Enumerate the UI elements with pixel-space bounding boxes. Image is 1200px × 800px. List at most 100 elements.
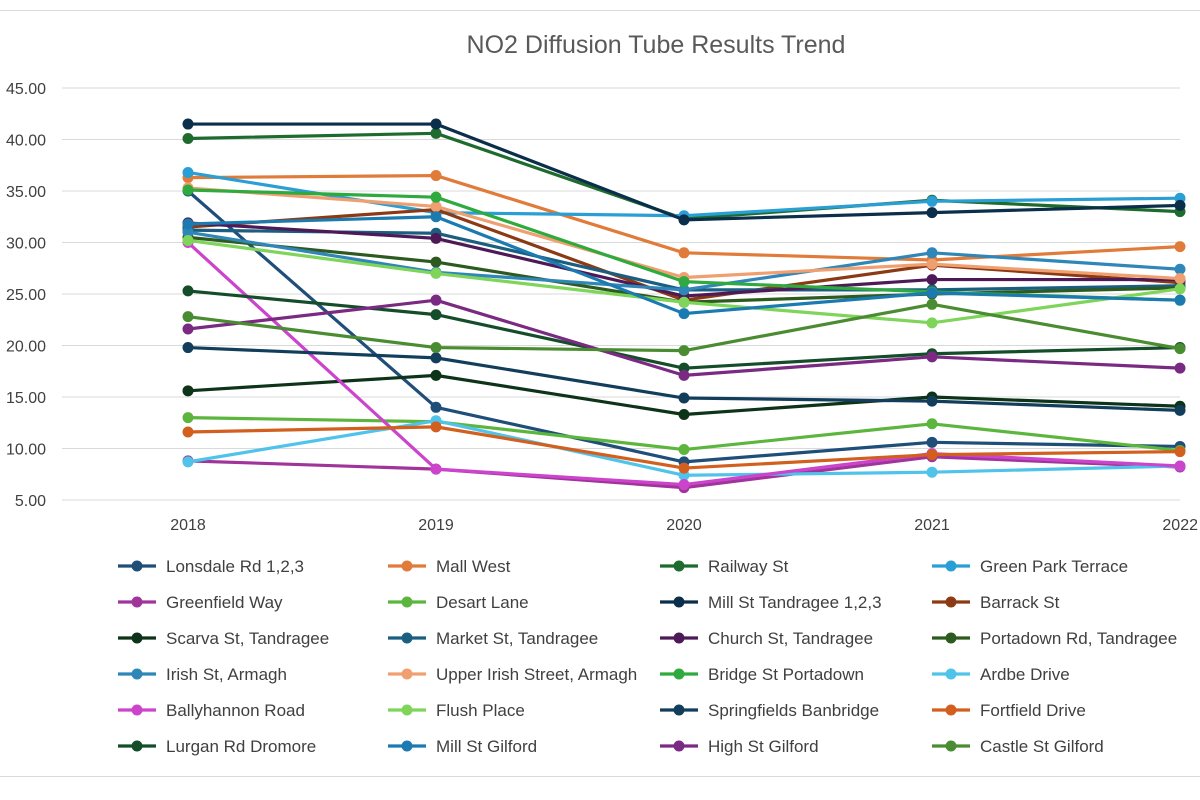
legend-marker [945, 740, 957, 752]
series-22 [182, 294, 1186, 381]
data-point [678, 392, 690, 404]
data-point [182, 218, 194, 230]
y-tick-label: 45.00 [6, 81, 46, 98]
x-tick-label: 2019 [418, 517, 454, 534]
data-point [678, 296, 690, 308]
data-point [430, 170, 442, 182]
legend-marker [945, 668, 957, 680]
legend-marker [673, 704, 685, 716]
data-point [182, 323, 194, 335]
data-point [1174, 263, 1186, 275]
data-point [1174, 241, 1186, 253]
data-point [678, 444, 690, 456]
data-point [430, 267, 442, 279]
legend-marker [945, 560, 957, 572]
y-tick-label: 30.00 [6, 236, 46, 253]
data-point [182, 184, 194, 196]
data-point [430, 232, 442, 244]
legend-label: Railway St [708, 557, 789, 576]
series-20 [182, 285, 1186, 374]
x-tick-label: 2020 [666, 517, 702, 534]
data-point [678, 247, 690, 259]
data-point [182, 456, 194, 468]
y-axis-tick-labels: 5.00 10.00 15.00 20.00 25.00 30.00 35.00 40.00 4… [6, 81, 46, 510]
legend-marker [131, 740, 143, 752]
legend-marker [131, 596, 143, 608]
data-point [678, 214, 690, 226]
legend-label: Portadown Rd, Tandragee [980, 629, 1177, 648]
legend-marker [131, 704, 143, 716]
series-23 [182, 298, 1186, 357]
legend-label: Lurgan Rd Dromore [166, 737, 316, 756]
data-point [430, 256, 442, 268]
data-point [1174, 404, 1186, 416]
legend-marker [401, 668, 413, 680]
legend-item: Market St, Tandragee [388, 629, 598, 648]
data-point [678, 409, 690, 421]
data-point [1174, 273, 1186, 285]
data-point [430, 352, 442, 364]
series-6 [182, 118, 1186, 226]
data-point [182, 426, 194, 438]
legend-label: Ardbe Drive [980, 665, 1070, 684]
legend-item: Railway St [660, 557, 789, 576]
legend-marker [673, 560, 685, 572]
legend-marker [945, 632, 957, 644]
legend-item: Lonsdale Rd 1,2,3 [118, 557, 304, 576]
data-point [182, 342, 194, 354]
data-point [926, 466, 938, 478]
data-point [678, 284, 690, 296]
data-point [182, 118, 194, 130]
legend-item: Ardbe Drive [932, 665, 1070, 684]
data-point [678, 479, 690, 491]
data-point [430, 191, 442, 203]
legend-marker [673, 596, 685, 608]
legend-item: Castle St Gilford [932, 737, 1104, 756]
legend-marker [673, 632, 685, 644]
data-point [182, 226, 194, 238]
data-point [678, 369, 690, 381]
y-tick-label: 15.00 [6, 390, 46, 407]
legend-label: Market St, Tandragee [436, 629, 598, 648]
legend-item: Springfields Banbridge [660, 701, 879, 720]
legend-item: Lurgan Rd Dromore [118, 737, 316, 756]
data-point [430, 200, 442, 212]
legend-label: Church St, Tandragee [708, 629, 873, 648]
data-point [182, 285, 194, 297]
legend-item: Portadown Rd, Tandragee [932, 629, 1177, 648]
series-lines [182, 118, 1186, 494]
y-tick-label: 35.00 [6, 184, 46, 201]
data-point [926, 436, 938, 448]
series-19 [182, 421, 1186, 474]
data-point [926, 287, 938, 299]
chart-title: NO2 Diffusion Tube Results Trend [467, 31, 846, 59]
legend-item: Barrack St [932, 593, 1060, 612]
legend-item: Fortfield Drive [932, 701, 1086, 720]
x-tick-label: 2021 [914, 517, 950, 534]
legend-label: Springfields Banbridge [708, 701, 879, 720]
legend-marker [945, 704, 957, 716]
data-point [182, 132, 194, 144]
legend-item: Ballyhannon Road [118, 701, 305, 720]
y-tick-label: 25.00 [6, 287, 46, 304]
y-tick-label: 10.00 [6, 442, 46, 459]
data-point [678, 276, 690, 288]
legend-label: Irish St, Armagh [166, 665, 287, 684]
data-point [678, 462, 690, 474]
series-17 [182, 234, 1186, 329]
legend-marker [401, 740, 413, 752]
legend: Lonsdale Rd 1,2,3 Mall West Railway St Gree… [118, 557, 1177, 756]
legend-marker [401, 596, 413, 608]
x-axis-tick-labels: 2018 2019 2020 2021 2022 [170, 517, 1198, 534]
y-tick-label: 40.00 [6, 133, 46, 150]
data-point [430, 309, 442, 321]
legend-label: High St Gilford [708, 737, 819, 756]
data-point [1174, 460, 1186, 472]
series-21 [182, 211, 1186, 320]
data-point [1174, 199, 1186, 211]
legend-item: Mill St Tandragee 1,2,3 [660, 593, 882, 612]
y-tick-label: 5.00 [15, 493, 46, 510]
legend-marker [131, 632, 143, 644]
legend-marker [945, 596, 957, 608]
legend-item: Green Park Terrace [932, 557, 1128, 576]
